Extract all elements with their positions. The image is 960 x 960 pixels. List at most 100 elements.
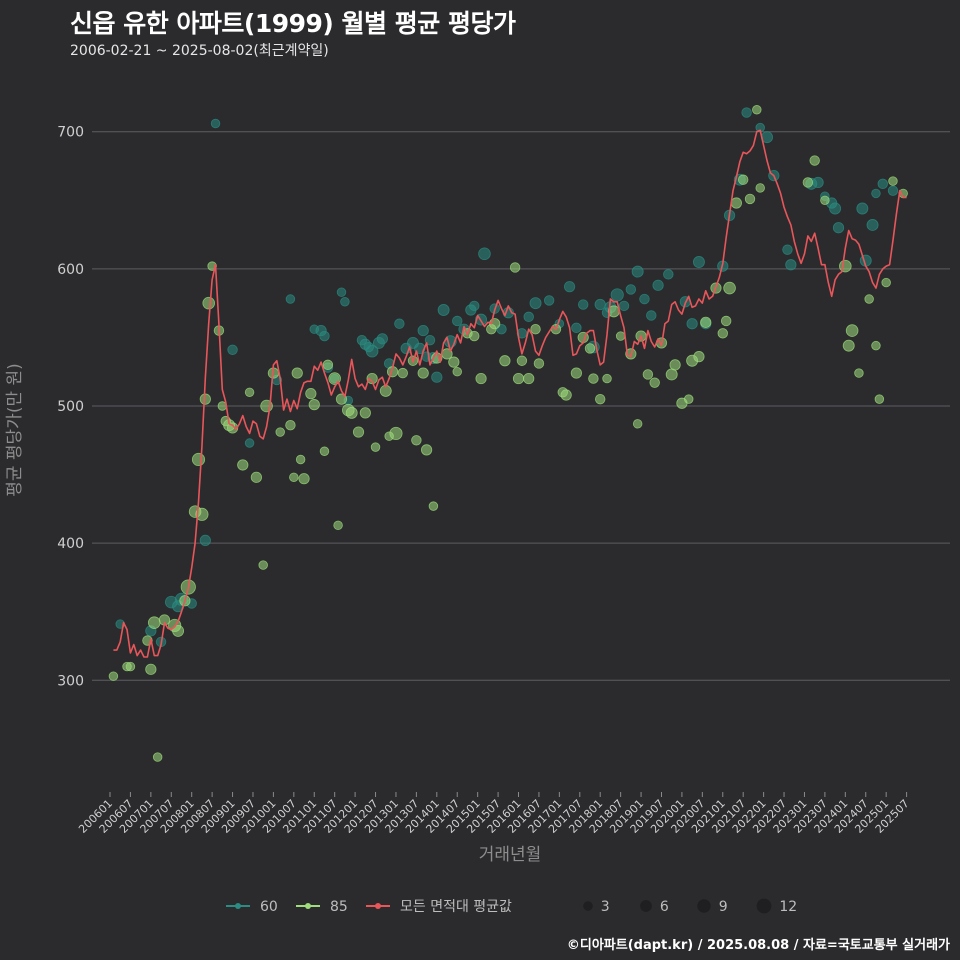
- point-85: [595, 393, 606, 405]
- point-85: [584, 343, 596, 354]
- y-axis-title: 평균 평당가(만 원): [5, 363, 25, 497]
- point-85: [802, 177, 814, 188]
- point-60: [340, 297, 350, 307]
- point-85: [570, 367, 582, 379]
- legend-key-dot: [305, 903, 311, 909]
- point-85: [145, 663, 157, 675]
- point-60: [646, 310, 657, 321]
- point-85: [523, 372, 535, 385]
- point-85: [809, 155, 820, 166]
- point-85: [755, 183, 765, 193]
- x-axis-ticks: 2006012006072007012007072008012008072009…: [76, 792, 912, 836]
- point-85: [275, 427, 285, 437]
- point-60: [469, 300, 480, 312]
- legend-size-circle: [583, 901, 593, 911]
- point-85: [665, 368, 678, 381]
- point-85: [737, 174, 749, 185]
- point-85: [319, 446, 330, 456]
- point-60: [529, 297, 542, 310]
- point-85: [839, 259, 852, 273]
- legend-size-circle: [697, 899, 711, 913]
- point-85: [669, 359, 681, 371]
- point-85: [370, 442, 381, 452]
- legend-label: 60: [260, 899, 278, 915]
- point-85: [191, 452, 206, 467]
- point-85: [516, 355, 528, 366]
- point-85: [289, 472, 299, 483]
- legend-size-label: 6: [660, 899, 669, 915]
- point-85: [172, 624, 185, 637]
- point-85: [366, 372, 378, 385]
- point-85: [469, 330, 480, 342]
- y-axis-ticks: 300 400 500 600 700: [57, 125, 84, 690]
- chart-title: 신읍 유한 아파트(1999) 월별 평균 평당가: [70, 9, 516, 38]
- point-85: [684, 394, 694, 404]
- point-85: [475, 372, 487, 385]
- point-60: [424, 334, 436, 346]
- point-60: [610, 288, 624, 302]
- point-85: [602, 373, 612, 384]
- point-85: [700, 316, 712, 328]
- point-60: [866, 219, 879, 231]
- point-60: [571, 322, 582, 334]
- point-85: [411, 435, 422, 446]
- point-60: [741, 107, 752, 118]
- point-85: [258, 560, 268, 570]
- point-60: [856, 202, 869, 215]
- average-line: [113, 129, 907, 658]
- legend-label: 85: [330, 899, 348, 915]
- point-60: [871, 188, 881, 199]
- point-85: [820, 195, 830, 206]
- point-60: [478, 247, 491, 261]
- point-85: [125, 661, 136, 672]
- point-85: [417, 367, 429, 379]
- point-60: [394, 318, 405, 329]
- point-85: [397, 367, 408, 379]
- chart-subtitle: 2006-02-21 ~ 2025-08-02(최근계약일): [70, 43, 329, 59]
- point-60: [594, 298, 606, 311]
- point-60: [663, 269, 674, 280]
- point-85: [448, 356, 460, 368]
- point-85: [199, 393, 211, 405]
- legend-size-label: 3: [601, 899, 610, 915]
- y-tick-label: 500: [57, 399, 84, 415]
- point-60: [336, 287, 347, 297]
- point-60: [319, 330, 330, 342]
- point-85: [308, 399, 320, 411]
- point-85: [752, 105, 762, 115]
- point-85: [250, 471, 262, 483]
- grid-lines: [92, 131, 950, 681]
- point-85: [615, 331, 626, 341]
- point-60: [652, 279, 664, 291]
- point-60: [577, 299, 589, 310]
- point-60: [785, 259, 797, 271]
- point-85: [530, 324, 541, 335]
- y-tick-label: 300: [57, 673, 84, 689]
- point-85: [285, 420, 296, 431]
- point-85: [560, 389, 572, 401]
- point-85: [499, 355, 511, 367]
- series-60-points: [115, 107, 899, 648]
- point-60: [417, 324, 429, 337]
- legend-key-dot: [235, 903, 241, 909]
- y-tick-label: 400: [57, 536, 84, 552]
- average-line-group: [113, 129, 907, 658]
- point-85: [420, 444, 433, 456]
- point-60: [431, 371, 443, 383]
- y-tick-label: 600: [57, 262, 84, 278]
- point-60: [877, 178, 888, 190]
- point-60: [199, 534, 211, 547]
- point-85: [295, 454, 306, 465]
- point-60: [452, 315, 463, 327]
- point-60: [832, 222, 845, 234]
- point-85: [333, 520, 343, 531]
- legend-size-label: 12: [779, 899, 797, 915]
- point-85: [730, 197, 742, 209]
- point-60: [210, 118, 221, 129]
- point-85: [389, 426, 403, 440]
- legend-key-dot: [375, 903, 381, 909]
- point-60: [829, 202, 842, 215]
- point-85: [717, 328, 728, 339]
- point-60: [887, 185, 899, 196]
